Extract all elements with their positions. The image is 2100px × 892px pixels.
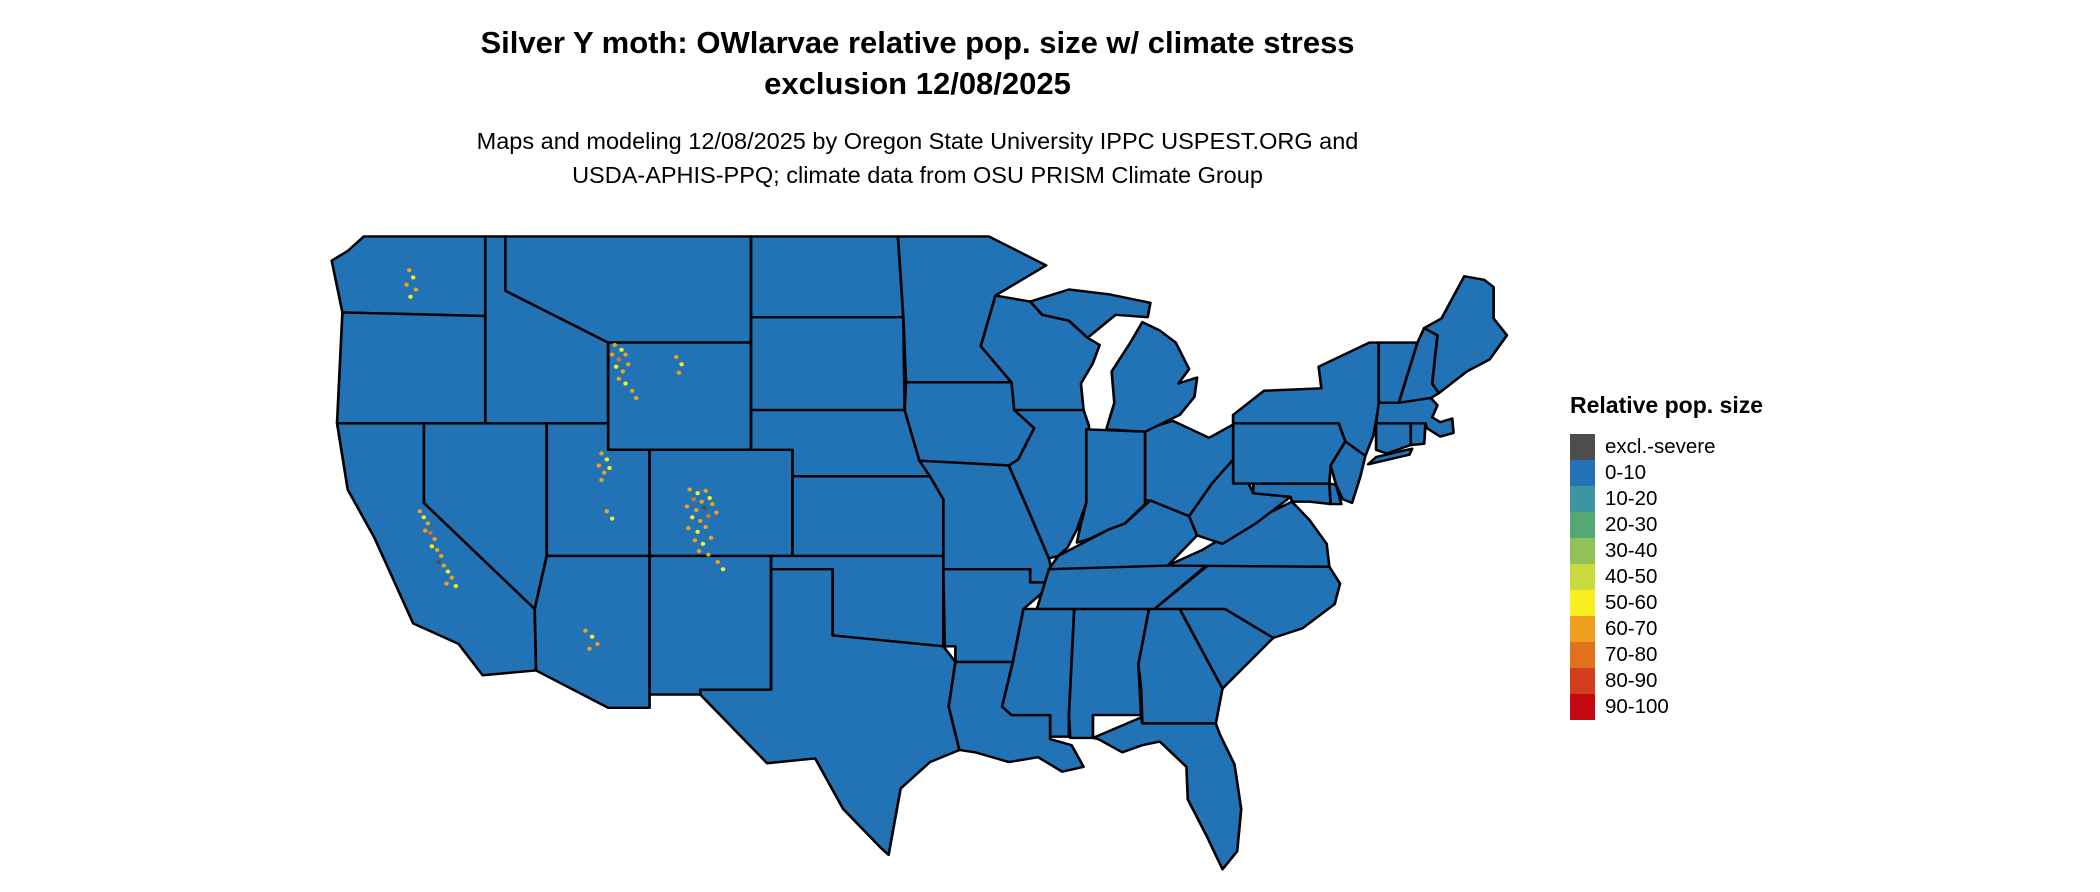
legend-item-label: 70-80 (1605, 643, 1658, 666)
legend-item-label: 30-40 (1605, 539, 1658, 562)
legend-swatch (1570, 460, 1595, 486)
hotspot-sierra-nevada-california (417, 509, 459, 589)
subtitle-line2: USDA-APHIS-PPQ; climate data from OSU PR… (572, 162, 1263, 188)
state-texas (698, 567, 961, 857)
legend-title: Relative pop. size (1570, 392, 1764, 418)
legend-swatch (1570, 512, 1595, 538)
hotspot-arizona-mogollon (583, 628, 600, 651)
map-header: Silver Y moth: OWlarvae relative pop. si… (305, 22, 1530, 192)
us-map (330, 235, 1509, 871)
legend-item: 10-20 (1570, 486, 1763, 512)
state-washington (330, 235, 487, 318)
state-arizona (533, 554, 651, 710)
legend-item: 50-60 (1570, 590, 1763, 616)
state-new-york-long-island (1366, 447, 1414, 466)
state-illinois (1007, 408, 1091, 560)
legend-item-label: 40-50 (1605, 565, 1658, 588)
legend-item: 20-30 (1570, 512, 1763, 538)
legend-swatch (1570, 616, 1595, 642)
legend-items: excl.-severe 0-10 10-20 20-30 30-40 40-5… (1570, 434, 1763, 720)
legend-item-label: 50-60 (1605, 591, 1658, 614)
legend-swatch (1570, 694, 1595, 720)
legend-swatch (1570, 486, 1595, 512)
state-vermont (1377, 341, 1419, 405)
state-ohio (1143, 419, 1235, 518)
state-oregon (335, 311, 487, 425)
legend-item-label: 90-100 (1605, 695, 1669, 718)
state-north-carolina (1153, 564, 1342, 640)
legend-item: 40-50 (1570, 564, 1763, 590)
state-delaware (1328, 482, 1343, 506)
legend-item: 60-70 (1570, 616, 1763, 642)
legend-swatch (1570, 642, 1595, 668)
state-wyoming (606, 341, 753, 452)
page-title-line1: Silver Y moth: OWlarvae relative pop. si… (480, 25, 1355, 60)
map-subtitle: Maps and modeling 12/08/2025 by Oregon S… (305, 124, 1530, 192)
state-maine (1422, 275, 1509, 395)
legend-swatch (1570, 434, 1595, 460)
page-title-line2: exclusion 12/08/2025 (764, 66, 1071, 101)
legend-item-label: 20-30 (1605, 513, 1658, 536)
state-south-dakota (749, 316, 906, 412)
legend-item-label: 10-20 (1605, 487, 1658, 510)
state-pennsylvania (1231, 413, 1347, 485)
state-rhode-island (1409, 422, 1427, 447)
hotspot-yellowstone-wyoming-rockies (609, 342, 684, 401)
state-new-mexico (648, 554, 773, 696)
legend-swatch (1570, 590, 1595, 616)
legend-item-label: 60-70 (1605, 617, 1658, 640)
hotspot-utah-wasatch-uinta (596, 451, 615, 521)
state-colorado (648, 448, 794, 558)
legend-item: 90-100 (1570, 694, 1763, 720)
legend: Relative pop. size excl.-severe 0-10 10-… (1570, 392, 1763, 720)
legend-item-label: excl.-severe (1605, 435, 1716, 458)
legend-item: 0-10 (1570, 460, 1763, 486)
legend-item: 70-80 (1570, 642, 1763, 668)
hotspot-southern-rockies-colorado (684, 487, 726, 572)
state-kansas (791, 475, 945, 558)
legend-item: excl.-severe (1570, 434, 1763, 460)
subtitle-line1: Maps and modeling 12/08/2025 by Oregon S… (476, 128, 1359, 154)
state-michigan-lower (1104, 320, 1199, 433)
legend-swatch (1570, 564, 1595, 590)
legend-item: 30-40 (1570, 538, 1763, 564)
legend-item-label: 80-90 (1605, 669, 1658, 692)
state-florida (1091, 716, 1243, 871)
hotspot-washington-cascades (404, 268, 419, 299)
state-north-dakota (749, 235, 905, 319)
legend-swatch (1570, 668, 1595, 694)
state-new-jersey (1329, 440, 1367, 505)
state-wisconsin (979, 294, 1101, 412)
state-virginia (1166, 500, 1331, 568)
state-indiana (1075, 428, 1147, 544)
legend-swatch (1570, 538, 1595, 564)
state-massachusetts (1374, 396, 1455, 438)
legend-item-label: 0-10 (1605, 461, 1647, 484)
legend-item: 80-90 (1570, 668, 1763, 694)
